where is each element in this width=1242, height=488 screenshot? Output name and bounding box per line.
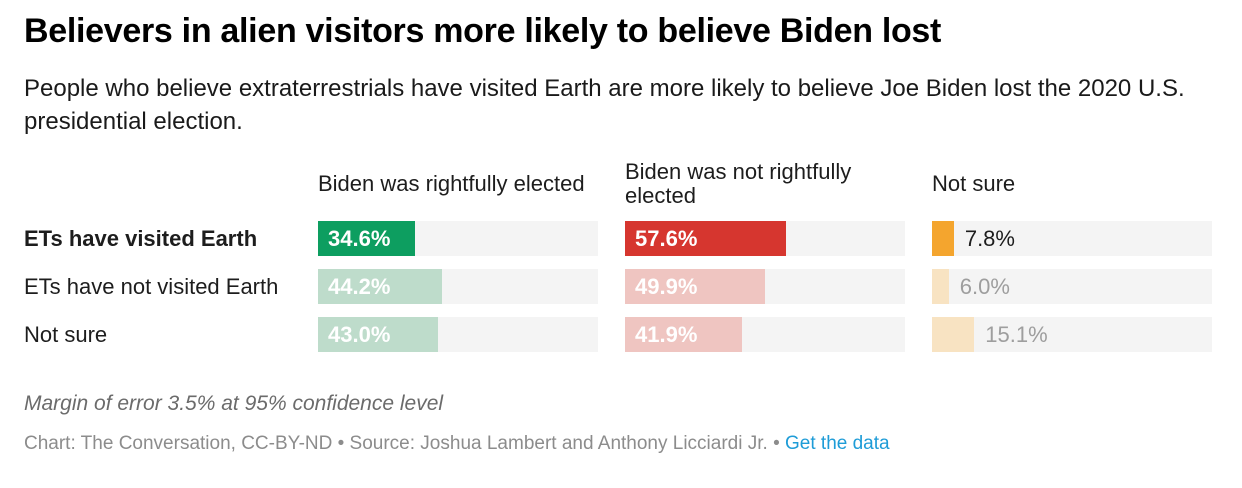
column-header: Not sure bbox=[932, 171, 1016, 197]
bar-value-label: 49.9% bbox=[635, 274, 698, 300]
bar-value-label: 7.8% bbox=[964, 226, 1015, 252]
bar-track: 15.1% bbox=[932, 317, 1212, 353]
credit-line: Chart: The Conversation, CC-BY-ND • Sour… bbox=[24, 433, 1212, 455]
row-label: Not sure bbox=[24, 321, 108, 347]
bar-segment bbox=[932, 221, 954, 257]
bar-value-label: 6.0% bbox=[959, 274, 1010, 300]
credit-text: Chart: The Conversation, CC-BY-ND • Sour… bbox=[24, 433, 786, 455]
bar-chart-grid: Biden was rightfully elected Biden was no… bbox=[24, 159, 1212, 353]
chart-subtitle: People who believe extraterrestrials hav… bbox=[24, 75, 1185, 136]
bar-track: 6.0% bbox=[932, 269, 1212, 305]
column-header: Biden was rightfully elected bbox=[318, 171, 585, 197]
bar-segment bbox=[318, 221, 415, 257]
bar-segment bbox=[932, 269, 949, 305]
row-label: ETs have not visited Earth bbox=[24, 273, 279, 299]
bar-segment bbox=[932, 317, 975, 353]
grid-corner-spacer bbox=[24, 160, 291, 208]
bar-segment bbox=[625, 221, 787, 257]
bar-track: 44.2% bbox=[318, 269, 598, 305]
margin-of-error-note: Margin of error 3.5% at 95% confidence l… bbox=[24, 392, 444, 416]
bar-value-label: 34.6% bbox=[328, 226, 391, 252]
bar-segment bbox=[318, 269, 442, 305]
chart-title: Believers in alien visitors more likely … bbox=[24, 12, 942, 50]
bar-track: 43.0% bbox=[318, 317, 598, 353]
bar-track: 7.8% bbox=[932, 221, 1212, 257]
bar-track: 57.6% bbox=[625, 221, 905, 257]
bar-value-label: 44.2% bbox=[328, 274, 391, 300]
bar-segment bbox=[318, 317, 439, 353]
bar-track: 49.9% bbox=[625, 269, 905, 305]
bar-segment bbox=[625, 269, 765, 305]
bar-value-label: 15.1% bbox=[985, 322, 1048, 348]
bar-track: 41.9% bbox=[625, 317, 905, 353]
column-header: Biden was not rightfully elected bbox=[625, 159, 852, 209]
bar-value-label: 41.9% bbox=[635, 322, 698, 348]
bar-segment bbox=[625, 317, 743, 353]
row-label: ETs have visited Earth bbox=[24, 225, 258, 251]
bar-value-label: 57.6% bbox=[635, 226, 698, 252]
bar-track: 34.6% bbox=[318, 221, 598, 257]
get-the-data-link[interactable]: Get the data bbox=[785, 433, 890, 455]
bar-value-label: 43.0% bbox=[328, 322, 391, 348]
